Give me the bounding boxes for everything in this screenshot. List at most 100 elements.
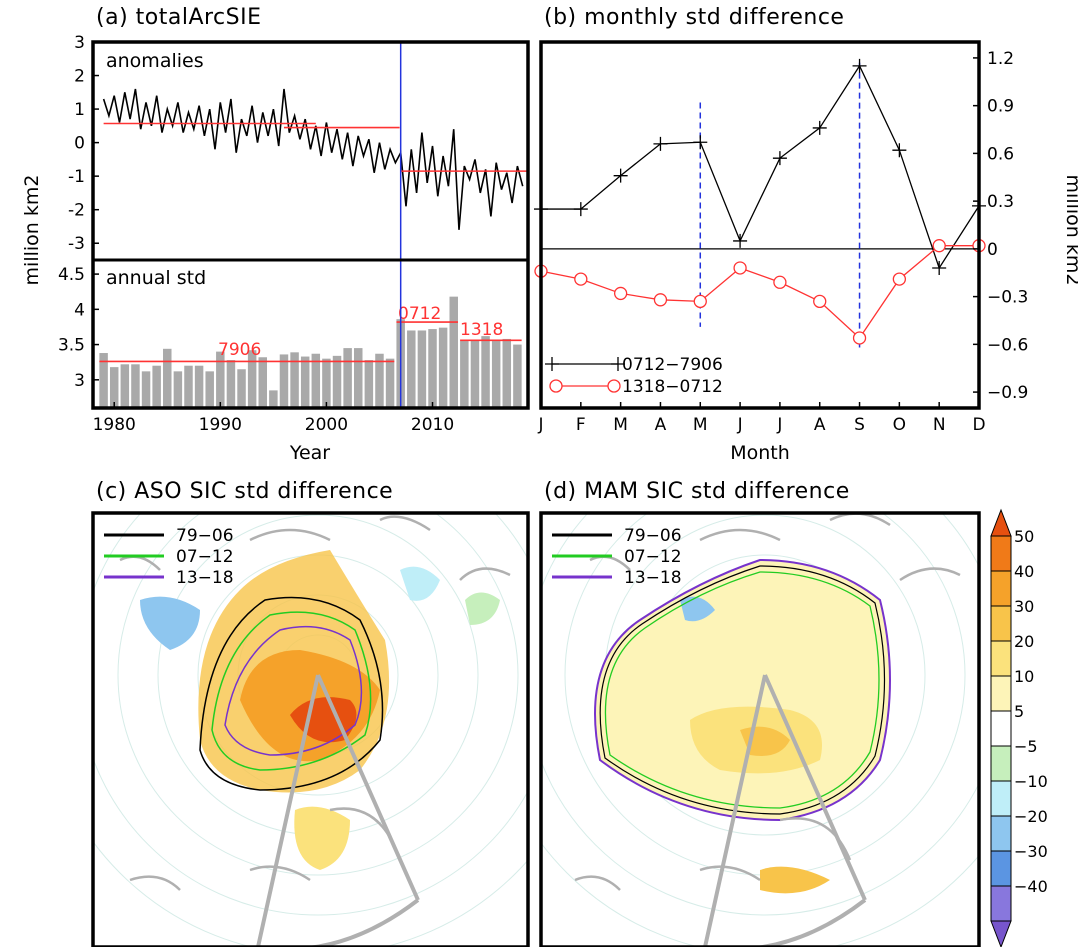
std-bar [237, 369, 246, 408]
panel-a-frame [91, 40, 530, 410]
std-bar [194, 365, 204, 408]
y-tick-label: -2 [68, 201, 85, 221]
colorbar-label: 10 [1014, 667, 1034, 686]
circle-marker [653, 293, 668, 307]
ice-edge-contour-79-06 [199, 596, 384, 791]
panel-b-xlabel: Month [730, 442, 790, 464]
circle-marker [932, 239, 946, 253]
legend-13-18: 13−18 [624, 568, 682, 588]
panel-a-ylabel: million km2 [21, 175, 43, 286]
mean-label-7906: 7906 [218, 340, 261, 360]
plus-marker [852, 58, 867, 73]
circle-marker [892, 272, 907, 286]
y-tick-label: −0.9 [987, 383, 1028, 403]
y-tick-label: 1 [74, 100, 85, 120]
circle-marker [852, 331, 867, 345]
std-bar [332, 355, 342, 408]
std-bar [173, 371, 183, 408]
legend-13-18: 13−18 [176, 568, 234, 588]
std-bar [205, 371, 214, 408]
y-tick-label: 0 [987, 240, 998, 260]
y-tick-label: 0.6 [987, 144, 1014, 164]
std-bar [470, 340, 480, 408]
mean-label-0712: 0712 [398, 304, 441, 324]
y-tick-label: 0.9 [987, 97, 1014, 117]
circle-marker [693, 294, 707, 309]
legend-07-12: 07−12 [176, 547, 234, 567]
std-bar [343, 348, 352, 408]
circle-marker [773, 275, 787, 289]
x-tick-label: A [814, 415, 826, 435]
negative-field-west [680, 596, 715, 622]
legend-entry-1318-0712: 1318−0712 [622, 377, 723, 397]
anomalies-plot: anomalies 3 2 1 0 -1 -2 -3 [68, 33, 528, 254]
ice-edge-contour-79-06 [599, 565, 886, 815]
colorbar-box [990, 850, 1012, 887]
panel-b-ylabel: million km2 [1062, 175, 1078, 286]
std-difference-field-south [294, 806, 350, 870]
std-bar [417, 330, 427, 408]
x-tick-label: 1990 [199, 415, 242, 435]
y-tick-label: 1.2 [987, 49, 1014, 69]
panel-b-legend: 0712−7906 1318−0712 [545, 355, 723, 397]
panel-c-legend: 79−06 07−12 13−18 [104, 526, 234, 588]
plus-marker [613, 168, 628, 183]
y-tick-label: 0.3 [987, 192, 1014, 212]
std-bar [364, 360, 374, 408]
sector-outline [703, 674, 867, 947]
y-tick-label: 0 [74, 134, 85, 154]
x-tick-label: 1980 [93, 415, 136, 435]
std-bar [279, 354, 289, 408]
x-tick-label: 2000 [305, 415, 348, 435]
legend-entry-0712-7906: 0712−7906 [622, 355, 723, 375]
circle-marker [613, 286, 628, 301]
std-bar [131, 364, 140, 408]
std-bar [184, 365, 193, 408]
x-tick-label: D [972, 415, 985, 435]
x-tick-label: J [537, 415, 543, 435]
y-tick-label: 2 [74, 67, 85, 87]
x-tick-label: M [693, 415, 708, 435]
circle-marker-icon [549, 379, 563, 393]
annual-std-period-means [99, 321, 522, 363]
colorbar-box [990, 570, 1012, 607]
panel-a-xlabel: Year [289, 442, 330, 464]
std-bar [247, 350, 257, 408]
anomalies-label: anomalies [106, 50, 204, 72]
std-bar [120, 364, 130, 408]
x-tick-label: M [613, 415, 628, 435]
std-difference-field-south [760, 866, 830, 894]
x-tick-label: S [854, 415, 865, 435]
plus-marker [772, 151, 787, 166]
colorbar-box [990, 640, 1012, 677]
colorbar-box [990, 675, 1012, 712]
mam-sic-map [541, 513, 979, 947]
negative-field-far-east [465, 592, 500, 625]
std-bar [163, 348, 172, 408]
anomaly-series-line [102, 88, 524, 230]
std-bar [99, 353, 108, 408]
colorbar-label: −10 [1014, 772, 1048, 791]
sector-outline [256, 674, 420, 947]
anomaly-period-means [103, 122, 528, 172]
colorbar-label: 30 [1014, 597, 1034, 616]
panel-d-title: (d) MAM SIC std difference [544, 479, 850, 504]
std-bar [322, 358, 331, 408]
plus-marker [733, 233, 748, 248]
colorbar-box [990, 745, 1012, 782]
panel-d-frame [539, 511, 981, 947]
y-tick-label: 4.5 [58, 265, 85, 285]
std-bar [491, 341, 501, 408]
ice-edge-contour-13-18 [224, 625, 363, 756]
std-bar [311, 353, 321, 408]
ice-edge-contour-07-12 [211, 611, 372, 771]
negative-field-east [400, 566, 440, 601]
colorbar-box [990, 815, 1012, 852]
panel-b-title: (b) monthly std difference [544, 5, 844, 30]
colorbar-label: −5 [1014, 737, 1038, 756]
ice-edge-contour-13-18 [594, 558, 891, 822]
std-bar [438, 327, 448, 408]
series-0712-7906-markers [534, 58, 986, 275]
circle-marker [574, 272, 588, 286]
